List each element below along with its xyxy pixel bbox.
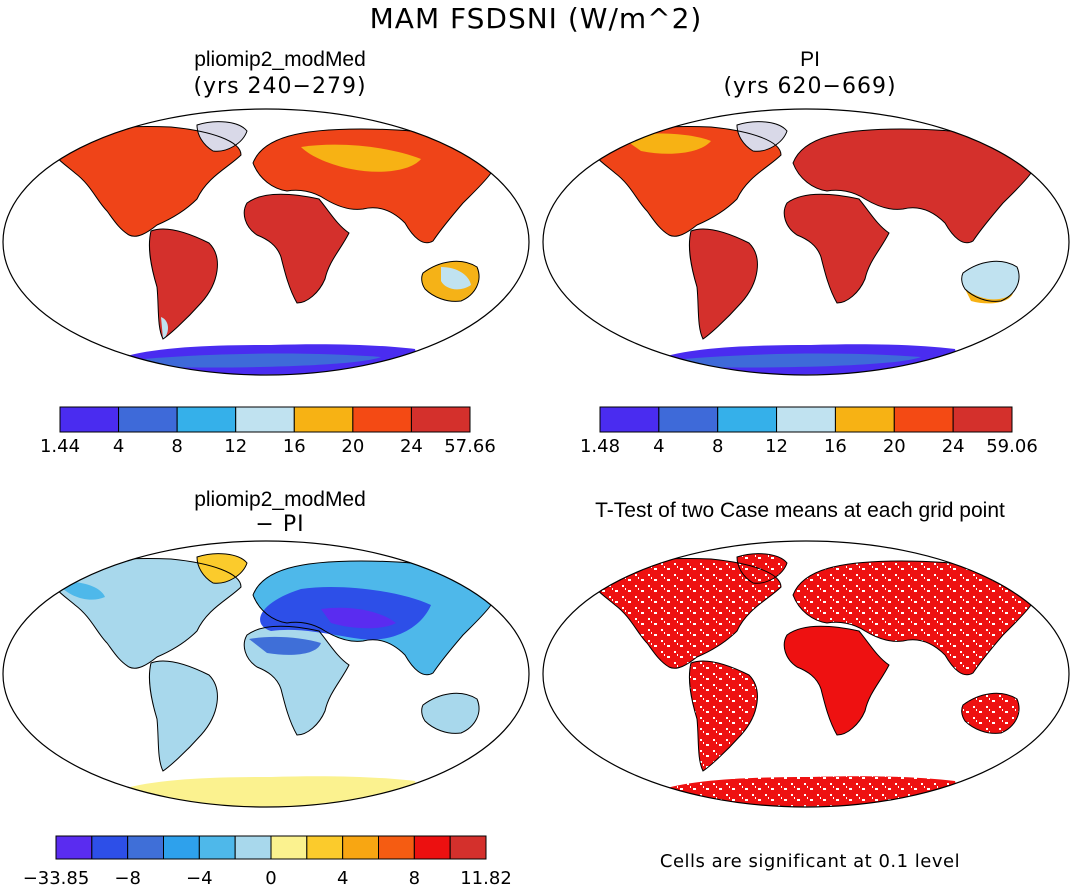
colorbar-tick-label: 20 (883, 436, 906, 457)
colorbar-swatch (834, 406, 895, 433)
colorbar-tick-label: 1.48 (580, 436, 620, 457)
colorbar-swatch (378, 835, 415, 860)
colorbar-tick-label: 16 (283, 436, 306, 457)
colorbar-tick-label: 11.82 (460, 868, 512, 885)
colorbar-swatch (293, 406, 354, 433)
colorbar-swatch (599, 406, 660, 433)
significance-note: Cells are significant at 0.1 level (659, 851, 961, 872)
colorbar-tick-label: 8 (171, 436, 182, 457)
panel-2-subtitle: (yrs 620−669) (723, 74, 897, 99)
colorbar-tick-label: 59.06 (986, 436, 1038, 457)
colorbar-tick-label: 16 (824, 436, 847, 457)
panel-3-subtitle: − PI (255, 512, 305, 537)
colorbar-panel-3: −33.85 −8 −4 0 4 8 11.82 (23, 835, 512, 885)
colorbar-tick-label: 8 (409, 868, 420, 885)
colorbar-tick-label: 4 (113, 436, 124, 457)
colorbar-swatch (55, 835, 93, 860)
colorbar-swatch (234, 835, 272, 860)
colorbar-tick-label: 12 (224, 436, 247, 457)
colorbar-swatch (127, 835, 164, 860)
colorbar-tick-label: −8 (114, 868, 141, 885)
colorbar-swatch (717, 406, 778, 433)
map-panel-1 (2, 108, 530, 376)
colorbar-tick-label: 0 (265, 868, 276, 885)
map-panel-4 (542, 540, 1070, 808)
panel-1-title: pliomip2_modMed (194, 48, 366, 71)
colorbar-swatch (91, 835, 129, 860)
colorbar-swatch (352, 406, 412, 433)
colorbar-tick-label: 24 (942, 436, 965, 457)
colorbar-tick-label: 12 (765, 436, 788, 457)
colorbar-swatch (893, 406, 954, 433)
colorbar-swatch (163, 835, 200, 860)
colorbar-panel-2: 1.48 4 8 12 16 20 24 59.06 (580, 406, 1038, 457)
colorbar-swatch (410, 406, 471, 433)
colorbar-swatch (413, 835, 451, 860)
colorbar-swatch (270, 835, 308, 860)
colorbar-tick-label: 8 (712, 436, 723, 457)
colorbar-swatch (176, 406, 237, 433)
colorbar-swatch (118, 406, 178, 433)
map-panel-3 (2, 540, 530, 808)
colorbar-swatch (198, 835, 236, 860)
colorbar-swatch (952, 406, 1013, 433)
colorbar-swatch (449, 835, 487, 860)
colorbar-tick-label: −4 (186, 868, 213, 885)
colorbar-tick-label: 1.44 (40, 436, 80, 457)
colorbar-panel-1: 1.44 4 8 12 16 20 24 57.66 (40, 406, 496, 457)
colorbar-swatch (776, 406, 836, 433)
panel-4-title: T-Test of two Case means at each grid po… (595, 499, 1005, 522)
panel-2-title: PI (800, 48, 820, 71)
colorbar-tick-label: −33.85 (23, 868, 90, 885)
panel-3-title: pliomip2_modMed (194, 488, 366, 511)
colorbar-tick-label: 4 (337, 868, 348, 885)
colorbar-swatch (658, 406, 719, 433)
colorbar-swatch (235, 406, 295, 433)
colorbar-swatch (306, 835, 344, 860)
colorbar-tick-label: 20 (341, 436, 364, 457)
colorbar-tick-label: 4 (653, 436, 664, 457)
colorbar-tick-label: 24 (400, 436, 423, 457)
map-panel-2 (542, 108, 1070, 376)
colorbar-swatch (342, 835, 379, 860)
panel-1-subtitle: (yrs 240−279) (193, 74, 367, 99)
figure-title: MAM FSDSNI (W/m^2) (369, 2, 703, 35)
colorbar-swatch (59, 406, 120, 433)
colorbar-tick-label: 57.66 (444, 436, 496, 457)
